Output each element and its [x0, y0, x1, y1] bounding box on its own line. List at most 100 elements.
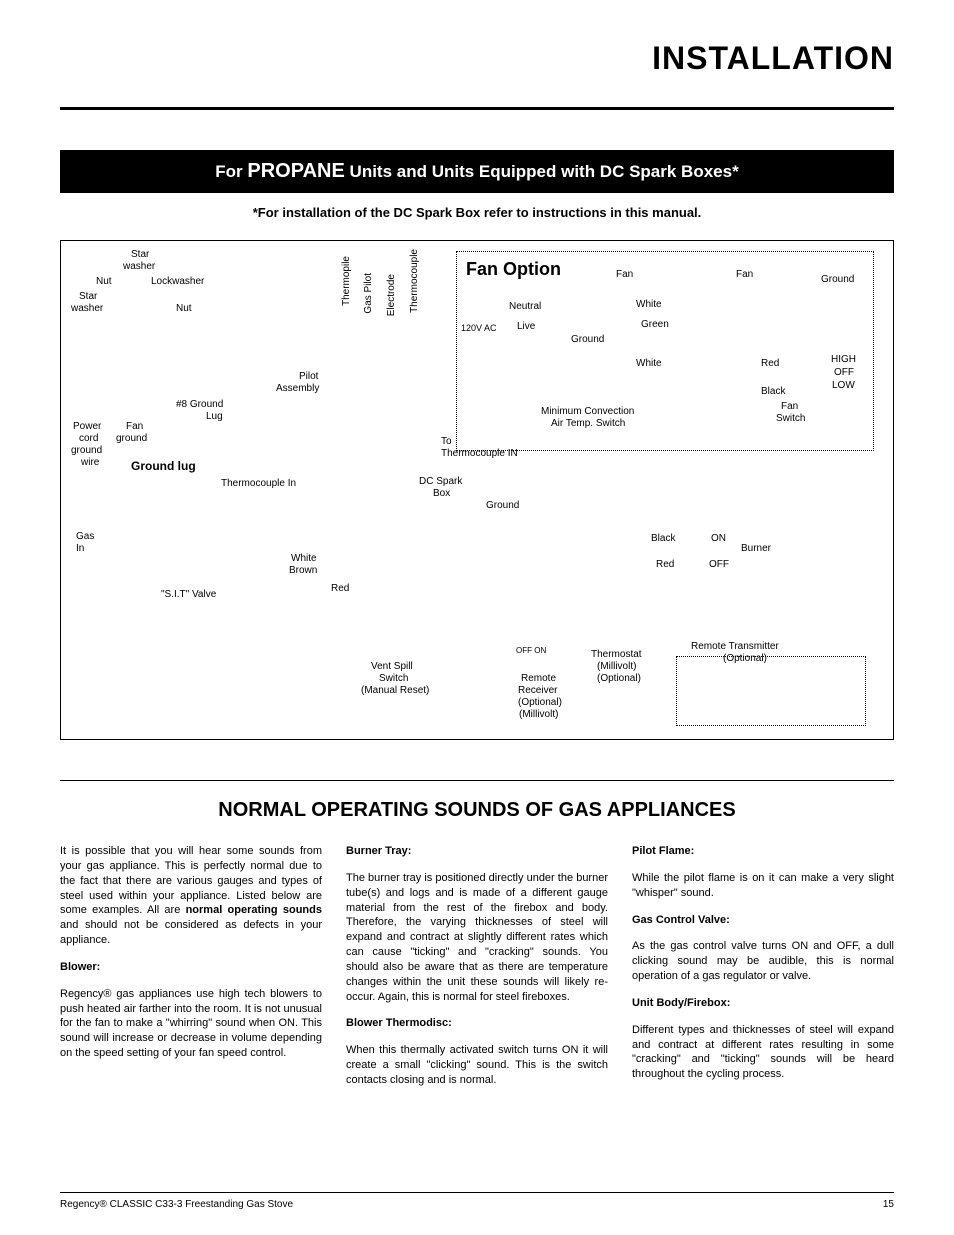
col-2: Burner Tray: The burner tray is position… — [346, 844, 608, 1100]
intro-2: and should not be considered as defects … — [60, 919, 322, 946]
tray-p: The burner tray is positioned directly u… — [346, 871, 608, 1005]
lbl-rtx2: (Optional) — [723, 653, 767, 664]
footer-right: 15 — [883, 1199, 894, 1210]
lbl-redr: Red — [761, 358, 779, 369]
lbl-dc2: Box — [433, 488, 450, 499]
lbl-to2: Thermocouple IN — [441, 448, 518, 459]
lbl-dc1: DC Spark — [419, 476, 462, 487]
lbl-vs3: (Manual Reset) — [361, 685, 429, 696]
lbl-whiter2: White — [636, 358, 662, 369]
blower-h: Blower: — [60, 960, 322, 975]
section-rule — [60, 780, 894, 781]
lbl-electrode: Electrode — [386, 274, 397, 316]
lbl-fg2: ground — [116, 433, 147, 444]
lbl-high: HIGH — [831, 354, 856, 365]
lbl-th3: (Optional) — [597, 673, 641, 684]
lbl-blackr: Black — [761, 386, 785, 397]
propane-banner: For PROPANE Units and Units Equipped wit… — [60, 150, 894, 193]
lbl-offon: OFF ON — [516, 646, 546, 655]
page-footer: Regency® CLASSIC C33-3 Freestanding Gas … — [60, 1192, 894, 1210]
lbl-rem3: (Optional) — [518, 697, 562, 708]
lbl-thermopile: Thermopile — [341, 256, 352, 306]
lbl-fs1: Fan — [781, 401, 798, 412]
lbl-fanl: Fan — [616, 269, 633, 280]
lbl-sit: "S.I.T" Valve — [161, 589, 216, 600]
lbl-red2: Red — [656, 559, 674, 570]
lbl-neutral: Neutral — [509, 301, 541, 312]
lbl-whiter: White — [636, 299, 662, 310]
tray-h: Burner Tray: — [346, 844, 608, 859]
lbl-lug: Lug — [206, 411, 223, 422]
lbl-th1: Thermostat — [591, 649, 642, 660]
col-3: Pilot Flame: While the pilot flame is on… — [632, 844, 894, 1100]
lbl-on: ON — [711, 533, 726, 544]
wiring-diagram: Fan Option Star washer Nut Lockwasher St… — [60, 240, 894, 740]
banner-big: PROPANE — [247, 160, 344, 182]
lbl-ac: 120V AC — [461, 323, 497, 333]
lbl-8ground: #8 Ground — [176, 399, 223, 410]
lbl-rem2: Receiver — [518, 685, 557, 696]
lbl-brown: Brown — [289, 565, 317, 576]
valve-h: Gas Control Valve: — [632, 913, 894, 928]
body-p: Different types and thicknesses of steel… — [632, 1023, 894, 1082]
intro-bold: normal operating sounds — [186, 904, 322, 916]
lbl-off: OFF — [709, 559, 729, 570]
pilot-p: While the pilot flame is on it can make … — [632, 871, 894, 901]
lbl-fanr: Fan — [736, 269, 753, 280]
lbl-low: LOW — [832, 380, 855, 391]
lbl-vs1: Vent Spill — [371, 661, 413, 672]
thermo-p: When this thermally activated switch tur… — [346, 1043, 608, 1088]
lbl-star4: washer — [71, 303, 103, 314]
lbl-gas1: Gas — [76, 531, 94, 542]
lbl-red: Red — [331, 583, 349, 594]
lbl-rtx1: Remote Transmitter — [691, 641, 779, 652]
lbl-star3: Star — [79, 291, 97, 302]
sounds-heading: NORMAL OPERATING SOUNDS OF GAS APPLIANCE… — [60, 799, 894, 822]
lbl-offr: OFF — [834, 367, 854, 378]
valve-p: As the gas control valve turns ON and OF… — [632, 939, 894, 984]
lbl-rem1: Remote — [521, 673, 556, 684]
remote-tx-box — [676, 656, 866, 726]
lbl-white: White — [291, 553, 317, 564]
lbl-live: Live — [517, 321, 535, 332]
lbl-groundr: Ground — [821, 274, 854, 285]
pilot-h: Pilot Flame: — [632, 844, 894, 859]
lbl-nut1: Nut — [96, 276, 112, 287]
lbl-to1: To — [441, 436, 452, 447]
lbl-green: Green — [641, 319, 669, 330]
lbl-fg1: Fan — [126, 421, 143, 432]
lbl-pilot1: Pilot — [299, 371, 318, 382]
lbl-power3: ground — [71, 445, 102, 456]
lbl-power2: cord — [79, 433, 98, 444]
lbl-rem4: (Millivolt) — [519, 709, 558, 720]
fan-option-box — [456, 251, 874, 451]
lbl-thermocouple: Thermocouple — [409, 249, 420, 313]
lbl-lockwasher: Lockwasher — [151, 276, 204, 287]
lbl-vs2: Switch — [379, 673, 408, 684]
lbl-tc-in: Thermocouple In — [221, 478, 296, 489]
footer-left: Regency® CLASSIC C33-3 Freestanding Gas … — [60, 1199, 293, 1210]
lbl-gas2: In — [76, 543, 84, 554]
lbl-burner: Burner — [741, 543, 771, 554]
fan-option-title: Fan Option — [466, 259, 561, 280]
lbl-groundsym: Ground — [486, 500, 519, 511]
body-h: Unit Body/Firebox: — [632, 996, 894, 1011]
lbl-power1: Power — [73, 421, 101, 432]
title-rule — [60, 107, 894, 110]
lbl-star2: washer — [123, 261, 155, 272]
lbl-pilot2: Assembly — [276, 383, 319, 394]
lbl-groundc: Ground — [571, 334, 604, 345]
thermo-h: Blower Thermodisc: — [346, 1016, 608, 1031]
banner-suffix: Units and Units Equipped with DC Spark B… — [345, 162, 739, 181]
lbl-nut2: Nut — [176, 303, 192, 314]
intro-para: It is possible that you will hear some s… — [60, 844, 322, 948]
lbl-power4: wire — [81, 457, 99, 468]
sounds-columns: It is possible that you will hear some s… — [60, 844, 894, 1100]
lbl-gaspilot: Gas Pilot — [363, 273, 374, 314]
lbl-groundlug: Ground lug — [131, 459, 196, 473]
lbl-mc1: Minimum Convection — [541, 406, 634, 417]
col-1: It is possible that you will hear some s… — [60, 844, 322, 1100]
blower-p: Regency® gas appliances use high tech bl… — [60, 987, 322, 1061]
page-title: INSTALLATION — [60, 40, 894, 77]
lbl-star1: Star — [131, 249, 149, 260]
